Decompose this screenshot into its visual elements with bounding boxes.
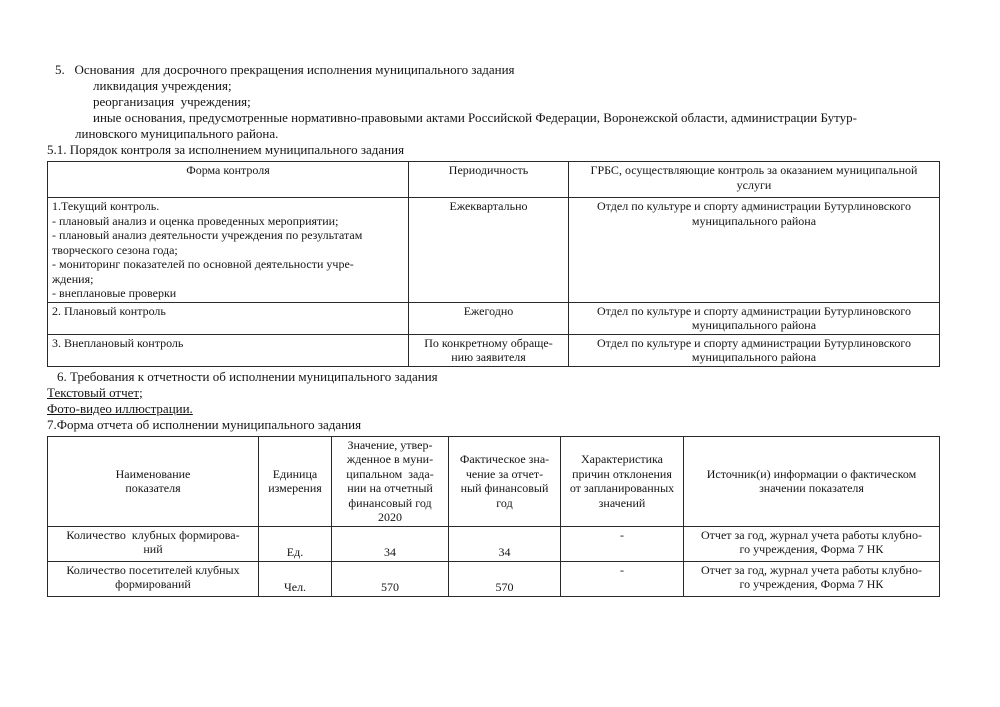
- report-type-photo-video: Фото-видео иллюстрации.: [47, 400, 193, 416]
- section5-1-heading: 5.1. Порядок контроля за исполнением мун…: [47, 142, 405, 157]
- section5-item-other-grounds: иные основания, предусмотренные норматив…: [75, 110, 857, 141]
- report-source-cell: Отчет за год, журнал учета работы клубно…: [683, 560, 940, 597]
- section5-item-liquidation: ликвидация учреждения;: [93, 78, 232, 93]
- control-grbs-cell: Отдел по культуре и спорту администрации…: [568, 333, 940, 367]
- report-header-source: Источник(и) информации о фактическом зна…: [683, 435, 940, 527]
- report-form-table: Наименование показателя Единица измерени…: [47, 435, 940, 597]
- report-unit-cell: Ед.: [258, 525, 332, 562]
- control-grbs-cell: Отдел по культуре и спорту администрации…: [568, 197, 940, 303]
- control-periodicity-cell: По конкретному обраще- нию заявителя: [408, 333, 569, 367]
- table-row: 1.Текущий контроль. - плановый анализ и …: [47, 197, 940, 303]
- control-form-cell: 3. Внеплановый контроль: [47, 333, 409, 367]
- table-row: Количество клубных формирова- ний Ед. 34…: [47, 525, 940, 562]
- section5-item-reorganization: реорганизация учреждения;: [93, 94, 251, 109]
- report-deviation-cell: -: [560, 525, 684, 562]
- report-header-actual-value: Фактическое зна- чение за отчет- ный фин…: [448, 435, 561, 527]
- table-row: 2. Плановый контроль Ежегодно Отдел по к…: [47, 301, 940, 335]
- section7-heading: 7.Форма отчета об исполнении муниципальн…: [47, 416, 362, 432]
- report-approved-cell: 570: [331, 560, 449, 597]
- report-deviation-cell: -: [560, 560, 684, 597]
- report-source-cell: Отчет за год, журнал учета работы клубно…: [683, 525, 940, 562]
- control-form-cell: 1.Текущий контроль. - плановый анализ и …: [47, 197, 409, 303]
- report-unit-cell: Чел.: [258, 560, 332, 597]
- report-table-header-row: Наименование показателя Единица измерени…: [47, 435, 940, 527]
- report-header-approved-value: Значение, утвер- жденное в муни- ципальн…: [331, 435, 449, 527]
- control-periodicity-cell: Ежегодно: [408, 301, 569, 335]
- section6-heading: 6. Требования к отчетности об исполнении…: [57, 368, 438, 384]
- control-procedure-table: Форма контроля Периодичность ГРБС, осуще…: [47, 161, 940, 367]
- report-approved-cell: 34: [331, 525, 449, 562]
- report-header-indicator: Наименование показателя: [47, 435, 259, 527]
- control-header-grbs: ГРБС, осуществляющие контроль за оказани…: [568, 161, 940, 198]
- control-table-header-row: Форма контроля Периодичность ГРБС, осуще…: [47, 161, 940, 198]
- report-header-deviation: Характеристика причин отклонения от запл…: [560, 435, 684, 527]
- report-header-unit: Единица измерения: [258, 435, 332, 527]
- report-actual-cell: 570: [448, 560, 561, 597]
- report-type-text: Текстовый отчет;: [47, 384, 143, 400]
- control-grbs-cell: Отдел по культуре и спорту администрации…: [568, 301, 940, 335]
- report-indicator-cell: Количество клубных формирова- ний: [47, 525, 259, 562]
- section5-heading: 5. Основания для досрочного прекращения …: [55, 62, 515, 77]
- report-actual-cell: 34: [448, 525, 561, 562]
- control-header-form: Форма контроля: [47, 161, 409, 198]
- table-row: 3. Внеплановый контроль По конкретному о…: [47, 333, 940, 367]
- control-header-periodicity: Периодичность: [408, 161, 569, 198]
- table-row: Количество посетителей клубных формирова…: [47, 560, 940, 597]
- report-indicator-cell: Количество посетителей клубных формирова…: [47, 560, 259, 597]
- control-periodicity-cell: Ежеквартально: [408, 197, 569, 303]
- control-form-cell: 2. Плановый контроль: [47, 301, 409, 335]
